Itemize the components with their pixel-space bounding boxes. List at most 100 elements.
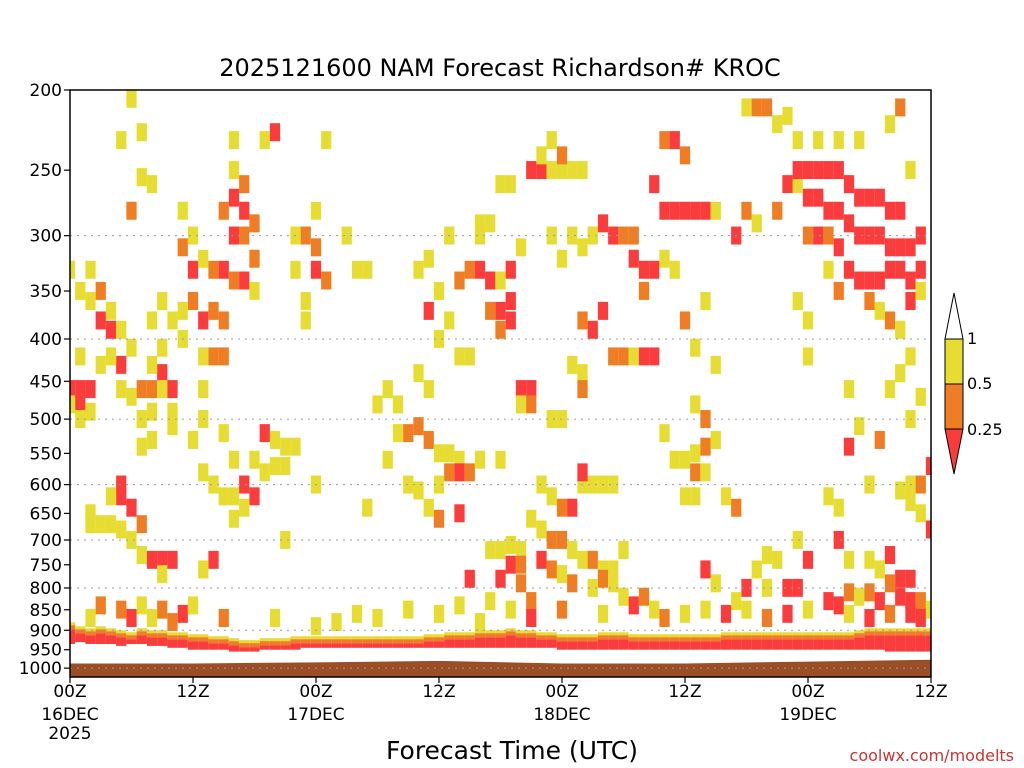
low-layer-core	[659, 641, 670, 650]
ri-cell	[105, 320, 117, 339]
ri-cell	[608, 475, 619, 494]
ri-cell	[95, 311, 106, 330]
low-layer-mid	[495, 633, 506, 638]
ri-cell	[792, 292, 803, 311]
low-layer-mid	[464, 635, 475, 640]
ri-cell	[105, 301, 117, 320]
ri-cell	[495, 450, 506, 469]
low-layer-edge	[167, 632, 178, 636]
low-layer-core	[679, 641, 691, 650]
ri-cell	[433, 509, 445, 528]
low-layer-core	[761, 639, 773, 650]
ri-cell	[464, 569, 475, 588]
low-layer-mid	[864, 631, 875, 636]
ri-cell	[187, 260, 199, 279]
colorbar: 1 0.5 0.25	[944, 292, 1003, 475]
low-layer-core	[731, 639, 742, 650]
ri-cell	[577, 311, 588, 330]
low-layer-edge	[710, 634, 721, 638]
low-layer-mid	[782, 635, 793, 640]
ri-cell	[495, 569, 506, 588]
ri-cell	[556, 249, 568, 268]
ri-cell	[95, 515, 106, 534]
ri-cell	[905, 292, 916, 311]
low-layer-core	[239, 647, 250, 652]
ri-cell	[567, 355, 578, 374]
low-layer-core	[392, 643, 404, 648]
ri-cell	[823, 161, 834, 180]
y-tick-label: 800	[30, 579, 62, 599]
ri-cell	[669, 450, 680, 469]
ri-cell	[864, 550, 875, 569]
ri-cell	[136, 123, 147, 142]
ri-cell	[741, 578, 752, 597]
ri-cell	[864, 271, 875, 290]
ri-cell	[187, 226, 199, 245]
ri-cell	[351, 260, 363, 279]
low-layer-edge	[669, 634, 680, 638]
low-layer-core	[536, 639, 547, 648]
ri-cell	[854, 271, 865, 290]
low-layer-core	[351, 643, 363, 648]
x-tick-label: 12Z	[668, 682, 701, 702]
low-layer-core	[577, 641, 588, 650]
low-layer-core	[813, 639, 824, 650]
ri-cell	[290, 437, 301, 456]
low-layer-core	[597, 639, 609, 650]
low-layer-mid	[874, 631, 885, 636]
ri-cell	[321, 131, 332, 150]
low-layer-mid	[710, 637, 721, 642]
low-layer-core	[259, 645, 270, 650]
y-tick-label: 300	[30, 227, 62, 247]
low-layer-mid	[116, 633, 127, 638]
ri-cell	[146, 402, 158, 421]
ri-cell	[638, 260, 650, 279]
low-layer-edge	[751, 632, 762, 636]
x-tick-date: 18DEC	[533, 705, 590, 725]
ri-cell	[187, 430, 199, 449]
colorbar-bin-gt1	[944, 292, 964, 340]
colorbar-bin-0.5-1	[944, 338, 964, 385]
ri-cell	[895, 587, 906, 606]
ri-cell	[649, 347, 660, 366]
ri-cell	[249, 487, 260, 506]
low-layer-core	[331, 643, 342, 648]
low-layer-mid	[218, 639, 229, 644]
low-layer-core	[700, 641, 711, 650]
ri-cell	[864, 583, 875, 602]
low-layer-core	[105, 635, 117, 644]
low-layer-mid	[608, 635, 619, 640]
ri-cell	[474, 450, 486, 469]
ri-cell	[105, 347, 117, 366]
ri-cell	[433, 281, 445, 300]
low-layer-edge	[454, 632, 465, 636]
low-layer-mid	[157, 633, 168, 638]
ri-cell	[690, 201, 701, 220]
ri-cell	[505, 555, 516, 574]
low-layer-mid	[751, 635, 762, 640]
ri-cell	[75, 395, 86, 414]
ri-cell	[864, 609, 875, 627]
ri-cell	[198, 311, 209, 330]
ri-cell	[392, 424, 404, 443]
low-layer-edge	[116, 630, 127, 634]
ri-cell	[577, 364, 588, 383]
ri-cell	[761, 578, 773, 597]
ri-cell	[239, 271, 250, 290]
ri-cell	[884, 380, 896, 399]
ri-cell	[679, 146, 691, 165]
low-layer-edge	[310, 636, 322, 640]
ri-cell	[772, 550, 783, 569]
ri-cell	[321, 271, 332, 290]
ri-cell	[608, 226, 619, 245]
ri-cell	[895, 481, 906, 500]
ri-cell	[85, 609, 96, 627]
low-layer-core	[618, 639, 629, 650]
ri-cell	[167, 613, 178, 632]
ri-cell	[884, 604, 896, 623]
colorbar-bin-0.25-0.5	[944, 383, 964, 430]
low-layer-mid	[382, 639, 393, 644]
low-layer-core	[587, 641, 598, 650]
ri-cell	[618, 541, 629, 559]
ri-cell	[75, 410, 86, 429]
